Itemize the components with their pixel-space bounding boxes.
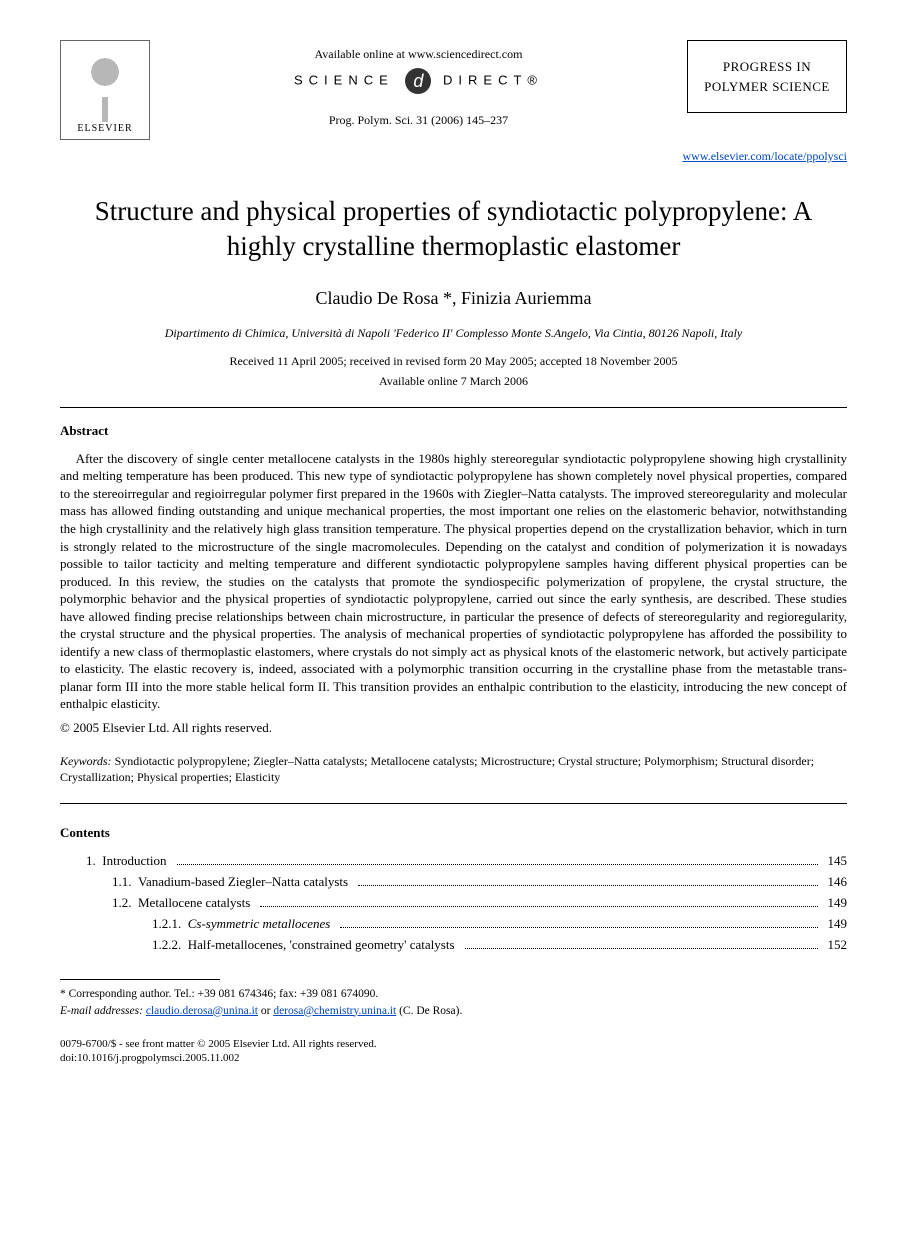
toc-page: 145 [822, 851, 848, 872]
toc-label: Metallocene catalysts [138, 893, 256, 914]
toc-label: Cs-symmetric metallocenes [188, 914, 337, 935]
toc-label: Introduction [102, 851, 172, 872]
page-header: ELSEVIER Available online at www.science… [60, 40, 847, 140]
email-link[interactable]: claudio.derosa@unina.it [146, 1005, 258, 1017]
online-date: Available online 7 March 2006 [60, 373, 847, 389]
received-dates: Received 11 April 2005; received in revi… [60, 353, 847, 369]
toc-label: Vanadium-based Ziegler–Natta catalysts [138, 872, 354, 893]
journal-title-box: PROGRESS IN POLYMER SCIENCE [687, 40, 847, 113]
toc-entry: 1.2.2. Half-metallocenes, 'constrained g… [60, 935, 847, 956]
toc-entry: 1. Introduction 145 [60, 851, 847, 872]
copyright-line: © 2005 Elsevier Ltd. All rights reserved… [60, 719, 847, 737]
toc-leader-dots [260, 897, 817, 907]
toc-entry: 1.1. Vanadium-based Ziegler–Natta cataly… [60, 872, 847, 893]
toc-page: 149 [822, 893, 848, 914]
toc-entry: 1.2.1. Cs-symmetric metallocenes 149 [60, 914, 847, 935]
footer-metadata: 0079-6700/$ - see front matter © 2005 El… [60, 1037, 847, 1067]
corr-author-line: * Corresponding author. Tel.: +39 081 67… [60, 986, 847, 1002]
article-title: Structure and physical properties of syn… [60, 194, 847, 264]
email-line: E-mail addresses: claudio.derosa@unina.i… [60, 1003, 847, 1019]
toc-page: 146 [822, 872, 848, 893]
contents-heading: Contents [60, 824, 847, 842]
journal-reference: Prog. Polym. Sci. 31 (2006) 145–237 [150, 112, 687, 128]
toc-page: 149 [822, 914, 848, 935]
keywords-label: Keywords: [60, 754, 112, 768]
header-center: Available online at www.sciencedirect.co… [150, 40, 687, 128]
doi-line: doi:10.1016/j.progpolymsci.2005.11.002 [60, 1051, 847, 1066]
email-label: E-mail addresses: [60, 1005, 143, 1017]
divider [60, 803, 847, 804]
elsevier-tree-icon [70, 52, 140, 122]
sd-badge-icon: d [405, 68, 431, 94]
author-list: Claudio De Rosa *, Finizia Auriemma [60, 286, 847, 310]
toc-num: 1.2. [112, 893, 132, 914]
email-link[interactable]: derosa@chemistry.unina.it [273, 1005, 396, 1017]
publisher-logo: ELSEVIER [60, 40, 150, 140]
table-of-contents: 1. Introduction 145 1.1. Vanadium-based … [60, 851, 847, 955]
divider [60, 407, 847, 408]
issn-line: 0079-6700/$ - see front matter © 2005 El… [60, 1037, 847, 1052]
journal-box-line1: PROGRESS IN [698, 57, 836, 77]
sd-left: SCIENCE [294, 73, 394, 88]
toc-leader-dots [340, 917, 817, 927]
toc-num: 1.1. [112, 872, 132, 893]
toc-entry: 1.2. Metallocene catalysts 149 [60, 893, 847, 914]
keywords-text: Syndiotactic polypropylene; Ziegler–Natt… [60, 754, 814, 784]
footnote-divider [60, 979, 220, 980]
sd-right: DIRECT® [443, 73, 543, 88]
toc-leader-dots [358, 876, 817, 886]
toc-num: 1.2.2. [152, 935, 181, 956]
toc-label: Half-metallocenes, 'constrained geometry… [188, 935, 461, 956]
toc-num: 1. [86, 851, 96, 872]
corresponding-author-footnote: * Corresponding author. Tel.: +39 081 67… [60, 986, 847, 1018]
toc-leader-dots [177, 855, 818, 865]
science-direct-brand: SCIENCE d DIRECT® [150, 68, 687, 94]
available-online-text: Available online at www.sciencedirect.co… [150, 46, 687, 62]
journal-url-row: www.elsevier.com/locate/ppolysci [60, 148, 847, 164]
toc-page: 152 [822, 935, 848, 956]
abstract-heading: Abstract [60, 422, 847, 440]
affiliation: Dipartimento di Chimica, Università di N… [60, 325, 847, 341]
journal-url-link[interactable]: www.elsevier.com/locate/ppolysci [682, 149, 847, 163]
email-separator: or [258, 1005, 273, 1017]
abstract-body: After the discovery of single center met… [60, 450, 847, 713]
journal-box-line2: POLYMER SCIENCE [698, 77, 836, 97]
toc-num: 1.2.1. [152, 914, 181, 935]
toc-leader-dots [465, 938, 818, 948]
email-tail: (C. De Rosa). [396, 1005, 462, 1017]
publisher-name: ELSEVIER [77, 122, 132, 136]
keywords-row: Keywords: Syndiotactic polypropylene; Zi… [60, 753, 847, 785]
